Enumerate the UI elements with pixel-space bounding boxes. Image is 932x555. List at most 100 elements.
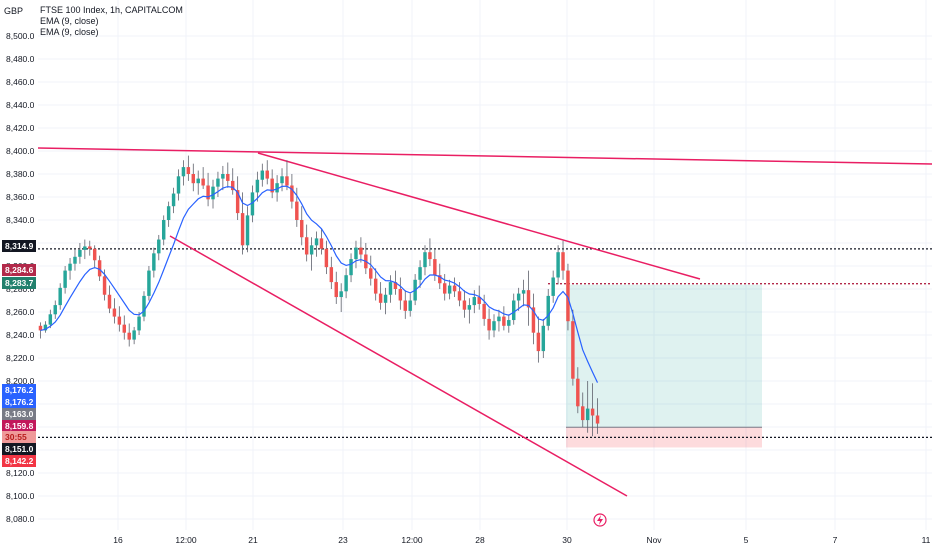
candle-body xyxy=(477,297,481,304)
candle-body xyxy=(295,201,299,220)
price-tag xyxy=(2,455,36,467)
candle-body xyxy=(433,259,437,276)
trendline-0 xyxy=(37,147,932,165)
x-tick-label: 21 xyxy=(248,535,258,545)
trendline-1 xyxy=(257,152,701,280)
candle-body xyxy=(408,300,412,311)
candle-body xyxy=(127,332,131,340)
candle-body xyxy=(403,300,407,311)
candle-body xyxy=(255,179,260,193)
candle-body xyxy=(97,260,102,277)
candle-body xyxy=(319,238,324,249)
candle-body xyxy=(112,308,117,317)
candle-body xyxy=(53,305,57,315)
candle-body xyxy=(482,303,486,319)
candle-body xyxy=(221,174,225,179)
y-tick-label: 8,100.0 xyxy=(6,491,35,501)
candle-body xyxy=(211,186,215,200)
candle-body xyxy=(442,283,447,294)
candle-body xyxy=(507,320,511,326)
candle-body xyxy=(590,408,595,416)
y-tick-label: 8,420.0 xyxy=(6,123,35,133)
lightning-icon[interactable] xyxy=(593,513,607,527)
candle-body xyxy=(344,275,348,292)
candle-body xyxy=(546,295,550,326)
price-tag xyxy=(2,277,36,289)
candle-body xyxy=(462,300,467,310)
candle-body xyxy=(304,237,309,255)
price-tag-label: 30:55 xyxy=(5,432,27,442)
legend-title: FTSE 100 Index, 1h, CAPITALCOM xyxy=(40,5,183,15)
y-tick-label: 8,380.0 xyxy=(6,169,35,179)
candle-body xyxy=(428,252,432,260)
x-tick-label: 5 xyxy=(744,535,749,545)
candle-body xyxy=(88,246,92,249)
price-tag xyxy=(2,420,36,432)
candle-body xyxy=(122,324,126,333)
trendline-2 xyxy=(169,235,628,497)
candle-body xyxy=(383,294,388,303)
candle-body xyxy=(576,378,580,407)
candle-body xyxy=(329,267,334,283)
x-tick-label: 12:00 xyxy=(175,535,197,545)
chart-legend[interactable]: FTSE 100 Index, 1h, CAPITALCOM EMA (9, c… xyxy=(40,5,183,38)
price-tag-label: 8,163.0 xyxy=(5,409,34,419)
candle-body xyxy=(369,268,373,279)
y-tick-label: 8,460.0 xyxy=(6,77,35,87)
x-tick-label: Nov xyxy=(646,535,662,545)
candle-body xyxy=(186,167,191,174)
candle-body xyxy=(196,178,200,184)
legend-study-2[interactable]: EMA (9, close) xyxy=(40,27,99,37)
x-tick-label: 28 xyxy=(475,535,485,545)
candle-body xyxy=(201,178,205,186)
candle-body xyxy=(226,174,230,181)
candles xyxy=(38,155,600,437)
candle-body xyxy=(216,178,220,187)
y-tick-label: 8,240.0 xyxy=(6,330,35,340)
candle-body xyxy=(171,193,176,207)
candle-body xyxy=(285,176,289,186)
candle-body xyxy=(339,291,343,298)
candle-body xyxy=(290,185,294,202)
price-tag xyxy=(2,396,36,408)
candle-body xyxy=(206,185,210,200)
legend-study-1[interactable]: EMA (9, close) xyxy=(40,16,99,26)
candle-body xyxy=(536,332,541,352)
candle-body xyxy=(581,406,585,421)
candle-body xyxy=(467,305,472,310)
candle-body xyxy=(73,256,77,264)
y-tick-label: 8,200.0 xyxy=(6,376,35,386)
candle-body xyxy=(388,282,393,295)
x-tick-label: 23 xyxy=(338,535,348,545)
x-tick-label: 11 xyxy=(922,535,931,545)
x-tick-label: 30 xyxy=(562,535,572,545)
price-tag-label: 8,284.6 xyxy=(5,265,34,275)
candle-body xyxy=(63,270,67,288)
candle-body xyxy=(314,238,319,246)
price-tag xyxy=(2,264,36,276)
candle-body xyxy=(78,249,82,257)
candle-body xyxy=(245,215,250,246)
candle-body xyxy=(270,178,274,193)
candle-body xyxy=(68,263,72,271)
candle-body xyxy=(541,325,546,352)
price-tag-label: 8,283.7 xyxy=(5,278,34,288)
candle-body xyxy=(48,314,53,325)
candle-body xyxy=(137,316,141,331)
candle-body xyxy=(502,316,506,326)
candle-body xyxy=(438,275,442,284)
target-zone xyxy=(566,284,762,428)
candle-body xyxy=(324,248,329,268)
candle-body xyxy=(512,300,516,321)
candle-body xyxy=(132,330,136,340)
candle-body xyxy=(102,276,107,295)
candle-body xyxy=(472,297,477,306)
candle-body xyxy=(561,252,565,271)
price-tag-label: 8,176.2 xyxy=(5,397,34,407)
candle-body xyxy=(492,321,496,331)
candle-body xyxy=(43,324,48,331)
candle-body xyxy=(556,252,560,278)
price-tag-label: 8,159.8 xyxy=(5,421,34,431)
